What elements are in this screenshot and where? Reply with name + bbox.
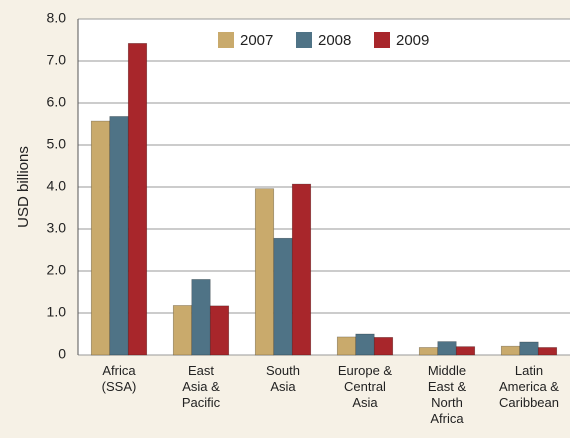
bar <box>191 279 211 356</box>
y-tick-label: 6.0 <box>47 94 67 110</box>
y-axis-label: USD billions <box>15 146 32 228</box>
bar <box>109 116 129 356</box>
bar <box>336 336 357 356</box>
bar <box>537 347 558 356</box>
y-tick-label: 7.0 <box>47 52 67 68</box>
x-tick-label: East Asia & Pacific <box>181 363 221 410</box>
legend-swatch <box>296 32 312 48</box>
y-tick-label: 1.0 <box>47 304 67 320</box>
y-tick-label: 4.0 <box>47 178 67 194</box>
legend-label: 2008 <box>318 32 351 49</box>
x-tick-label: Africa (SSA) <box>101 363 137 394</box>
bar <box>90 120 111 356</box>
bar <box>172 305 193 356</box>
bar <box>455 346 476 356</box>
bar <box>254 188 275 356</box>
legend-swatch <box>374 32 390 48</box>
y-tick-label: 3.0 <box>47 220 67 236</box>
x-tick-label: Latin America & Caribbean <box>499 363 559 410</box>
bar <box>273 237 293 356</box>
legend-swatch <box>218 32 234 48</box>
x-tick-label: Middle East & North Africa <box>427 363 467 426</box>
x-tick-label: South Asia <box>266 363 300 394</box>
bar <box>418 347 439 356</box>
y-tick-label: 2.0 <box>47 262 67 278</box>
x-tick-label: Europe & Central Asia <box>337 363 393 410</box>
bar <box>437 341 457 356</box>
bar <box>500 345 521 356</box>
bar <box>519 341 539 356</box>
y-tick-label: 8.0 <box>47 10 67 26</box>
legend-label: 2007 <box>240 32 273 49</box>
y-tick-label: 5.0 <box>47 136 67 152</box>
y-tick-label: 0 <box>58 346 66 362</box>
bar <box>127 43 148 356</box>
bar <box>373 337 394 356</box>
legend-label: 2009 <box>396 32 429 49</box>
bar <box>209 305 230 356</box>
bar <box>355 333 375 356</box>
bar <box>291 183 312 356</box>
